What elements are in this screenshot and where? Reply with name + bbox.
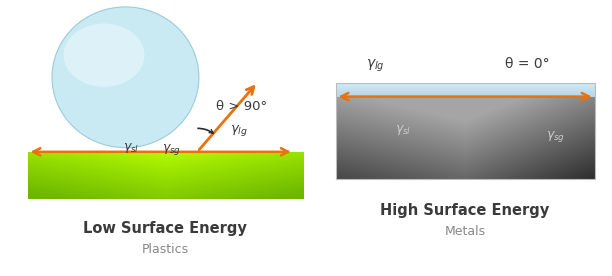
Text: θ > 90°: θ > 90° <box>215 100 267 113</box>
Text: $\gamma_{sl}$: $\gamma_{sl}$ <box>124 141 140 155</box>
Text: $\gamma_{sl}$: $\gamma_{sl}$ <box>395 123 411 137</box>
Text: $\gamma_{lg}$: $\gamma_{lg}$ <box>366 58 384 74</box>
Bar <box>335 83 595 179</box>
Text: $\gamma_{sg}$: $\gamma_{sg}$ <box>162 142 181 156</box>
Ellipse shape <box>64 23 144 87</box>
Text: $\gamma_{lg}$: $\gamma_{lg}$ <box>230 123 248 138</box>
Text: Metals: Metals <box>444 225 486 238</box>
Ellipse shape <box>52 7 199 148</box>
Text: High Surface Energy: High Surface Energy <box>381 203 550 218</box>
Text: θ = 0°: θ = 0° <box>505 57 550 71</box>
Text: Low Surface Energy: Low Surface Energy <box>83 221 247 236</box>
Text: $\gamma_{sg}$: $\gamma_{sg}$ <box>546 129 565 144</box>
Text: Plastics: Plastics <box>141 243 189 256</box>
